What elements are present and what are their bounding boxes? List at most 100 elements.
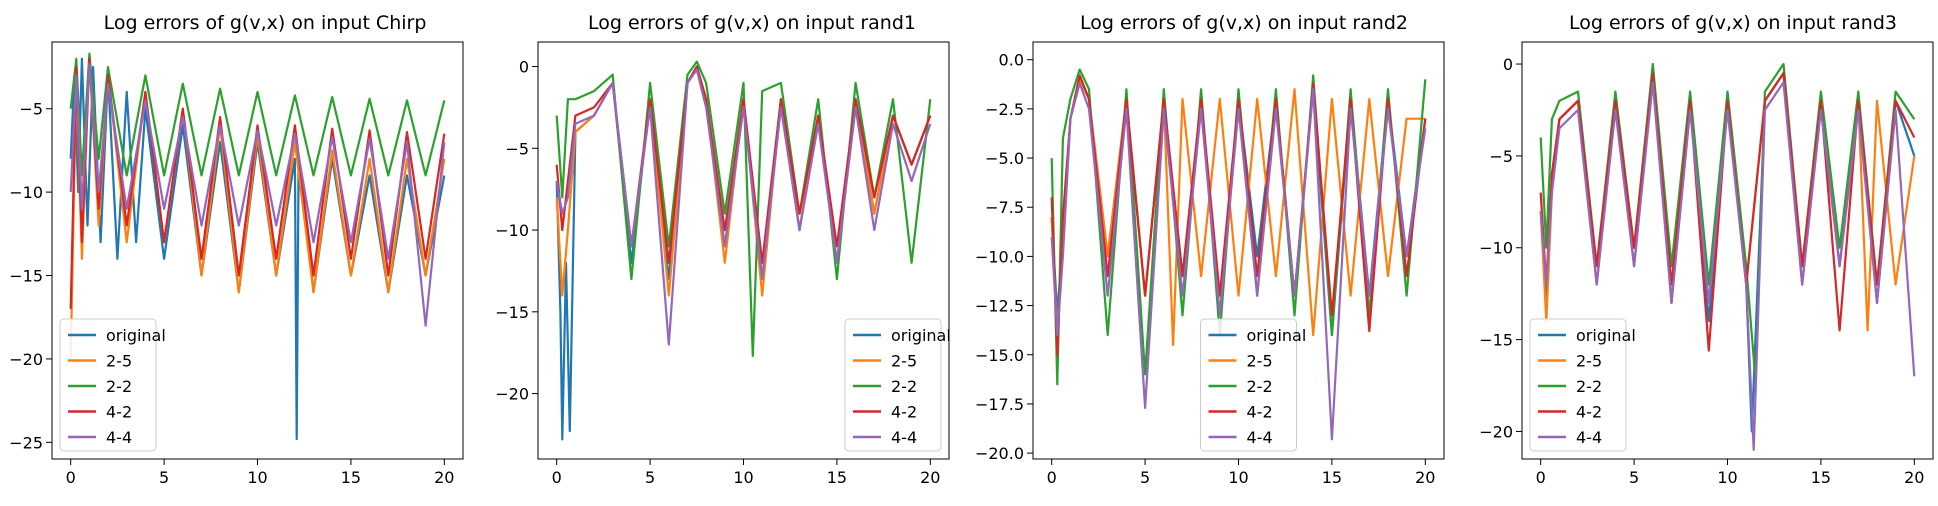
plot-area (1539, 62, 1916, 451)
legend-label: 2-5 (106, 352, 132, 371)
x-tick-label: 15 (1811, 468, 1831, 487)
legend-label: 2-5 (1247, 352, 1273, 371)
y-ticks: −20.0 −17.5 −15.0 −12.5 −10.0 −7.5 −5.0 −2.5 0.0 (975, 51, 1033, 463)
y-tick-label: −25 (9, 433, 43, 452)
legend: original 2-5 2-2 4-2 4-4 (59, 318, 166, 452)
axes-frame (1032, 41, 1445, 460)
legend: original 2-5 2-2 4-2 4-4 (844, 318, 951, 452)
legend-label: 4-2 (891, 403, 917, 422)
y-tick-label: −15.0 (975, 346, 1024, 365)
series-line-2-2 (69, 52, 446, 177)
y-tick-label: −15 (495, 303, 529, 322)
legend-label: original (1576, 326, 1636, 345)
x-tick-label: 15 (1322, 468, 1342, 487)
chart-title: Log errors of g(v,x) on input Chirp (104, 12, 427, 34)
y-ticks: −20 −15 −10 −5 0 (495, 58, 538, 404)
legend-box (1200, 318, 1297, 452)
legend-label: 2-5 (1576, 352, 1602, 371)
legend-label: original (891, 326, 951, 345)
legend-label: 4-4 (1247, 428, 1273, 447)
axes-frame (51, 41, 464, 460)
series-line-4-4 (555, 68, 932, 346)
x-tick-label: 5 (645, 468, 655, 487)
x-tick-label: 0 (66, 468, 76, 487)
series-line-4-4 (69, 62, 446, 327)
y-tick-label: −5 (1489, 147, 1513, 166)
y-tick-label: −7.5 (985, 198, 1024, 217)
legend-box (59, 318, 157, 452)
x-tick-label: 0 (1047, 468, 1057, 487)
axes-frame (1521, 41, 1934, 460)
y-tick-label: −10.0 (975, 247, 1024, 266)
axes-frame (537, 41, 950, 460)
y-tick-label: 0.0 (999, 51, 1024, 70)
x-ticks: 0 5 10 15 20 (66, 459, 454, 487)
chart-panel-rand1: Log errors of g(v,x) on input rand1 −20−… (495, 12, 951, 487)
x-tick-label: 20 (920, 468, 940, 487)
y-tick-label: 0 (1503, 55, 1513, 74)
legend-label: 4-4 (106, 428, 132, 447)
x-tick-label: 5 (159, 468, 169, 487)
x-ticks: 0 5 10 15 20 (1047, 459, 1435, 487)
legend-label: 2-5 (891, 352, 917, 371)
y-ticks: −25 −20 −15 −10 −5 (9, 100, 52, 452)
legend-box (844, 318, 942, 452)
legend-label: 2-2 (1576, 377, 1602, 396)
chart-title: Log errors of g(v,x) on input rand1 (588, 12, 916, 34)
plot-area (1050, 68, 1427, 441)
series-line-4-4 (1539, 81, 1916, 451)
legend-label: 4-4 (1576, 428, 1602, 447)
legend-label: 2-2 (106, 377, 132, 396)
y-tick-label: −15 (1479, 331, 1513, 350)
series-line-2-2 (1539, 62, 1916, 382)
x-tick-label: 10 (1717, 468, 1737, 487)
y-tick-label: −5.0 (985, 149, 1024, 168)
legend-label: original (1247, 326, 1307, 345)
x-tick-label: 10 (1228, 468, 1248, 487)
y-tick-label: −10 (1479, 239, 1513, 258)
x-tick-label: 10 (247, 468, 267, 487)
y-tick-label: −10 (495, 221, 529, 240)
legend: original 2-5 2-2 4-2 4-4 (1529, 318, 1636, 452)
chart-title: Log errors of g(v,x) on input rand2 (1080, 12, 1408, 34)
y-tick-label: −15 (9, 267, 43, 286)
x-ticks: 0 5 10 15 20 (1536, 459, 1924, 487)
plot-area (555, 60, 932, 441)
legend-label: original (106, 326, 166, 345)
legend: original 2-5 2-2 4-2 4-4 (1200, 318, 1307, 452)
chart-title: Log errors of g(v,x) on input rand3 (1569, 12, 1897, 34)
y-tick-label: −5 (505, 139, 529, 158)
y-tick-label: −10 (9, 183, 43, 202)
x-ticks: 0 5 10 15 20 (552, 459, 940, 487)
x-tick-label: 5 (1629, 468, 1639, 487)
series-line-4-2 (555, 65, 932, 264)
legend-label: 4-2 (106, 403, 132, 422)
y-tick-label: −20 (9, 350, 43, 369)
legend-label: 2-2 (891, 377, 917, 396)
x-tick-label: 0 (1536, 468, 1546, 487)
series-line-4-2 (1539, 72, 1916, 352)
chart-panel-rand3: Log errors of g(v,x) on input rand3 −20 −… (1479, 12, 1934, 487)
legend-label: 4-2 (1576, 403, 1602, 422)
x-tick-label: 20 (1904, 468, 1924, 487)
legend-label: 4-4 (891, 428, 917, 447)
x-tick-label: 20 (434, 468, 454, 487)
legend-label: 4-2 (1247, 403, 1273, 422)
y-tick-label: −12.5 (975, 297, 1024, 316)
y-tick-label: −2.5 (985, 100, 1024, 119)
legend-label: 2-2 (1247, 377, 1273, 396)
y-tick-label: −20.0 (975, 444, 1024, 463)
x-tick-label: 15 (341, 468, 361, 487)
x-tick-label: 10 (733, 468, 753, 487)
y-tick-label: −20 (1479, 422, 1513, 441)
chart-panel-chirp: Log errors of g(v,x) on input Chirp −25−… (9, 12, 464, 487)
y-tick-label: 0 (519, 58, 529, 77)
x-tick-label: 0 (552, 468, 562, 487)
series-line-4-4 (1050, 82, 1427, 441)
y-tick-label: −17.5 (975, 395, 1024, 414)
y-tick-label: −20 (495, 385, 529, 404)
chart-panel-rand2: Log errors of g(v,x) on input rand2 −20.… (975, 12, 1445, 487)
y-tick-label: −5 (19, 100, 43, 119)
x-tick-label: 15 (827, 468, 847, 487)
